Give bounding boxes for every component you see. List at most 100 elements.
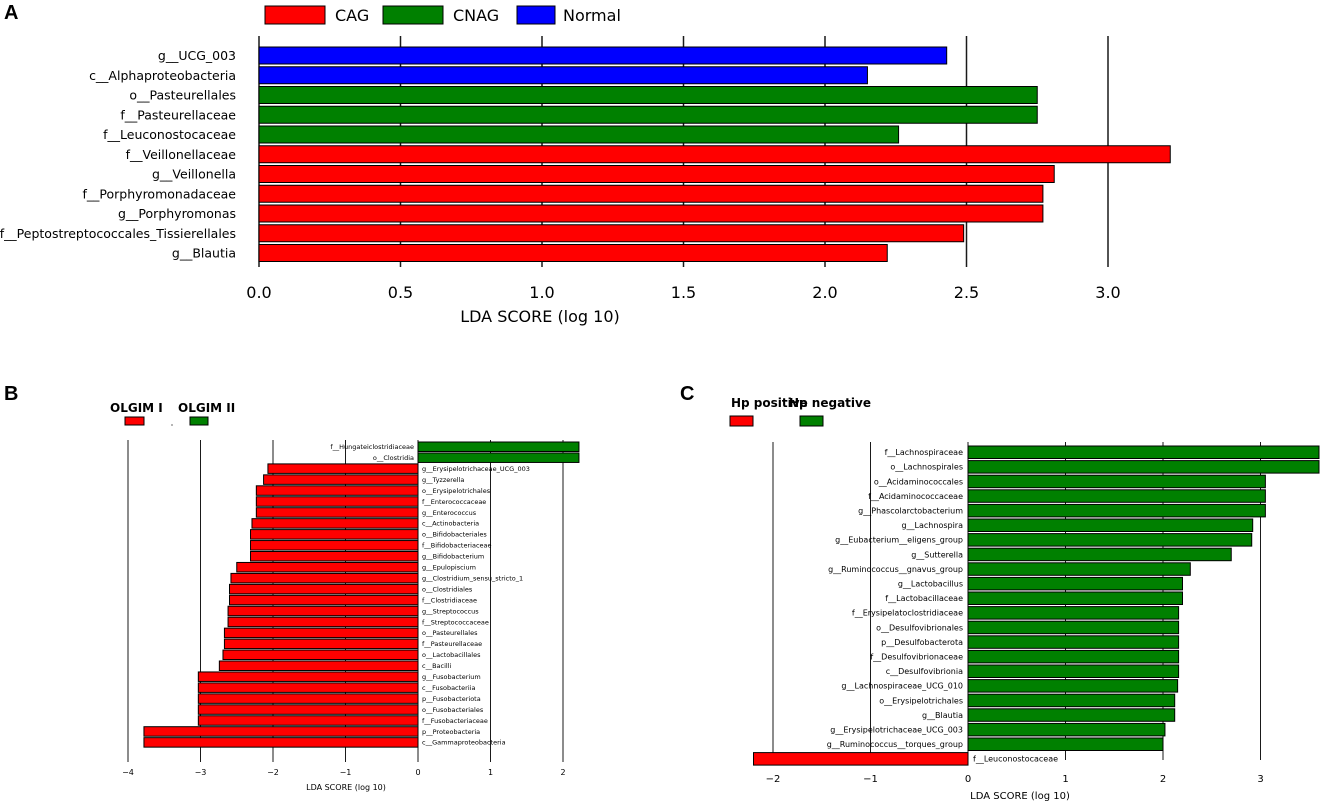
chart-c-bar-label: g__Erysipelotrichaceae_UCG_003 <box>830 726 963 735</box>
chart-b-bar-label: p__Proteobacteria <box>422 728 480 736</box>
chart-c-bar-label: g__Blautia <box>922 711 963 720</box>
chart-b-tick-label: 0 <box>415 768 420 777</box>
chart-b-tick-label: −4 <box>122 768 134 777</box>
chart-a-bar <box>258 204 1044 223</box>
chart-b-xlabel: LDA SCORE (log 10) <box>306 783 386 792</box>
chart-b-bar-label: o__Erysipelotrichales <box>422 487 491 495</box>
chart-a-bar-label: g__Porphyromonas <box>118 206 236 221</box>
chart-c-bar <box>967 649 1180 664</box>
chart-a-bar-label: g__UCG_003 <box>158 48 236 63</box>
chart-b-tick-label: −3 <box>195 768 207 777</box>
chart-c-bar <box>967 562 1191 576</box>
chart-b-bar-label: c__Actinobacteria <box>422 520 479 528</box>
chart-c-bar <box>967 489 1266 503</box>
chart-a-bar-label: g__Blautia <box>172 246 236 261</box>
chart-c-bar-label: f__Lactobacillaceae <box>885 594 963 603</box>
chart-a-bar-label: o__Pasteurellales <box>129 88 236 103</box>
chart-b-bar <box>227 605 419 617</box>
chart-b-bar <box>197 715 419 726</box>
chart-c-tick-label: 2 <box>1160 774 1166 785</box>
chart-b-bar-label: o__Clostridia <box>373 454 414 462</box>
chart-a-tick-label: 0.0 <box>246 283 271 302</box>
chart-a-tick-label: 2.0 <box>812 283 837 302</box>
chart-a-bar <box>258 224 965 243</box>
chart-b-legend-dot <box>171 424 173 426</box>
chart-a-legend-label: Normal <box>563 6 621 25</box>
chart-a-legend-label: CNAG <box>453 6 499 25</box>
chart-b-bar-label: g__Clostridium_sensu_stricto_1 <box>422 574 523 582</box>
chart-c-bar-label: g__Lachnospiraceae_UCG_010 <box>841 682 963 691</box>
chart-c-bar-label: g__Ruminococcus__torques_group <box>827 740 963 749</box>
chart-c-bar-label: f__Acidaminococcaceae <box>868 492 963 501</box>
chart-b-legend-label: OLGIM I <box>110 401 163 415</box>
chart-b-bar <box>223 638 419 650</box>
chart-c-bar-label: g__Ruminococcus__gnavus_group <box>828 565 963 574</box>
chart-c-bar <box>967 533 1253 547</box>
chart-b-bar <box>197 693 419 704</box>
chart-c-bar <box>967 445 1320 459</box>
chart-a-bar-label: f__Peptostreptococcales_Tissierellales <box>0 226 236 241</box>
chart-b-bar-label: f__Bifidobacteriaceae <box>422 542 492 550</box>
chart-b-bar-label: o__Pasteurellales <box>422 629 478 637</box>
chart-c-bar-label: f__Desulfovibrionaceae <box>870 653 963 662</box>
chart-c-tick-label: −1 <box>863 774 878 785</box>
chart-c-bar-label: g__Lactobacillus <box>898 580 963 589</box>
chart-a-legend-swatch <box>516 5 556 25</box>
chart-b-legend-swatch <box>124 416 145 426</box>
chart-a-bar <box>258 66 868 85</box>
chart-b-bar-label: p__Fusobacteriota <box>422 695 481 703</box>
chart-c-tick-label: 3 <box>1257 774 1263 785</box>
chart-c-bar-label: c__Desulfovibrionia <box>886 667 963 676</box>
chart-a-bar-label: f__Leuconostocaceae <box>103 127 236 142</box>
chart-b-bar <box>197 682 419 693</box>
chart-b-bar-label: f__Enterococcaceae <box>422 498 486 506</box>
chart-a-legend-swatch <box>382 5 444 25</box>
chart-b-bar <box>223 627 419 639</box>
chart-c-bar-label: f__Lachnospiraceae <box>885 448 963 457</box>
chart-b-bar <box>263 474 419 485</box>
chart-c-bar-label: g__Sutterella <box>911 550 963 559</box>
chart-c-bar <box>967 679 1179 693</box>
chart-b-bar <box>251 518 419 529</box>
chart-c-xlabel: LDA SCORE (log 10) <box>970 791 1070 802</box>
chart-a-bar <box>258 184 1044 203</box>
panel-letter-b: B <box>4 383 19 405</box>
chart-b-legend-swatch <box>189 416 209 426</box>
chart-a-bar-label: c__Alphaproteobacteria <box>89 68 236 83</box>
chart-b-bar-label: f__Pasteurellaceae <box>422 640 482 648</box>
chart-c-bar-label: g__Phascolarctobacterium <box>858 507 963 516</box>
chart-a-tick-label: 1.5 <box>671 283 696 302</box>
chart-a-bar-label: g__Veillonella <box>152 167 236 182</box>
chart-c-bar <box>967 722 1166 737</box>
panel-letter-c: C <box>680 383 695 405</box>
chart-b-bar-label: g__Fusobacterium <box>422 673 481 681</box>
chart-a-tick-label: 3.0 <box>1095 283 1120 302</box>
chart-b-bar-label: g__Bifidobacterium <box>422 553 484 561</box>
chart-c-bar-label: o__Desulfovibrionales <box>876 623 963 632</box>
chart-c-bar <box>967 606 1180 620</box>
chart-c-bar <box>967 635 1180 649</box>
chart-c-tick-label: 1 <box>1062 774 1068 785</box>
chart-a-legend-label: CAG <box>335 6 369 25</box>
chart-b-tick-label: −2 <box>267 768 279 777</box>
chart-b-bar <box>197 671 419 682</box>
chart-b-bar-label: f__Streptococcaceae <box>422 618 489 626</box>
chart-b-bar <box>255 507 419 518</box>
chart-c-bar <box>967 503 1266 518</box>
chart-a-tick-label: 2.5 <box>954 283 979 302</box>
chart-c-bar <box>753 752 969 766</box>
chart-b-bar <box>250 529 419 540</box>
chart-c-bar <box>967 620 1180 635</box>
chart-c-tick-label: 0 <box>965 774 971 785</box>
chart-c-bar-label: g__Eubacterium__eligens_group <box>835 536 963 545</box>
chart-a-bar <box>258 125 900 144</box>
chart-b-tick-label: 2 <box>560 768 565 777</box>
chart-c-bar <box>967 474 1266 489</box>
chart-b-bar-label: g__Erysipelotrichaceae_UCG_003 <box>422 465 530 473</box>
chart-c-bar <box>967 708 1176 722</box>
chart-b-bar <box>236 561 419 573</box>
chart-b-bar-label: c__Gammaproteobacteria <box>422 739 506 747</box>
chart-b-bar <box>417 441 580 452</box>
chart-c-bar <box>967 460 1320 474</box>
